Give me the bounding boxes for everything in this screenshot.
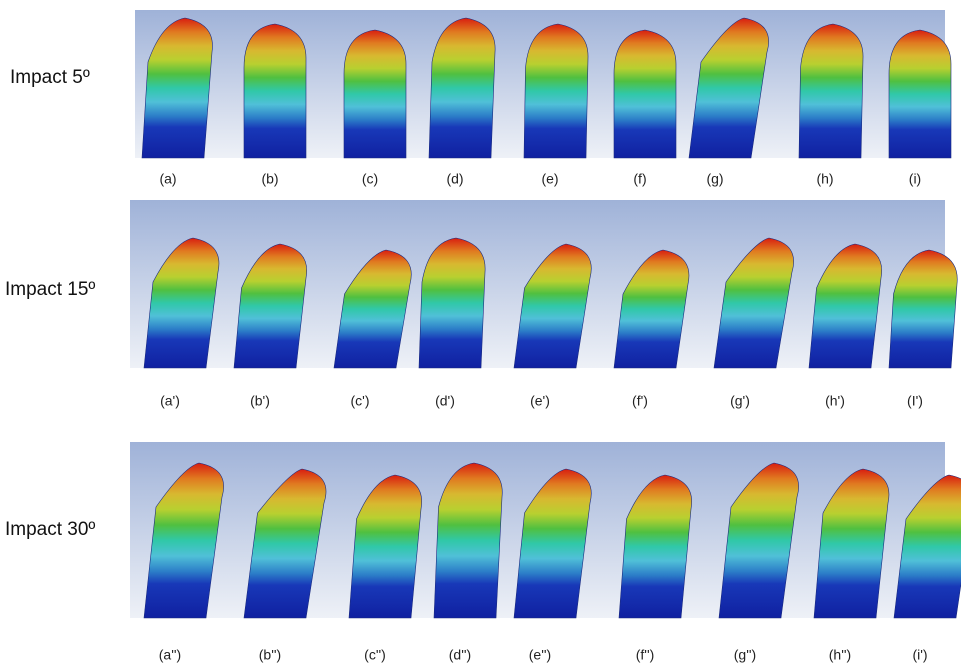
caption: (g')	[730, 393, 750, 409]
caption: (a'')	[159, 647, 181, 663]
caption: (d)	[446, 171, 463, 187]
caption: (f')	[632, 393, 648, 409]
caption: (c'')	[364, 647, 386, 663]
caption: (i')	[912, 647, 927, 663]
row-label: Impact 15º	[5, 279, 95, 300]
caption: (g)	[706, 171, 723, 187]
row-label: Impact 5º	[10, 67, 90, 88]
caption: (b')	[250, 393, 270, 409]
caption: (h)	[816, 171, 833, 187]
specimens	[142, 18, 961, 618]
figure: Impact 5º Impact 15º Impact 30º (a) (b) (c…	[0, 0, 961, 666]
caption: (h'')	[829, 647, 851, 663]
caption: (e)	[541, 171, 558, 187]
row-label: Impact 30º	[5, 519, 95, 540]
caption: (f'')	[636, 647, 655, 663]
caption: (i)	[909, 171, 921, 187]
specimen	[344, 30, 406, 158]
specimen	[429, 18, 495, 158]
caption: (a')	[160, 393, 180, 409]
caption: (e')	[530, 393, 550, 409]
specimen	[244, 24, 306, 158]
caption: (g'')	[734, 647, 756, 663]
caption: (a)	[159, 171, 176, 187]
caption: (d'')	[449, 647, 471, 663]
caption: (h')	[825, 393, 845, 409]
specimen	[889, 30, 951, 158]
caption: (b)	[261, 171, 278, 187]
specimen	[614, 30, 676, 158]
caption: (b'')	[259, 647, 281, 663]
specimen	[799, 24, 863, 158]
caption: (c')	[351, 393, 370, 409]
specimen	[524, 24, 588, 158]
caption: (f)	[633, 171, 646, 187]
caption: (I')	[907, 393, 923, 409]
caption: (d')	[435, 393, 455, 409]
caption: (e'')	[529, 647, 551, 663]
caption: (c)	[362, 171, 378, 187]
